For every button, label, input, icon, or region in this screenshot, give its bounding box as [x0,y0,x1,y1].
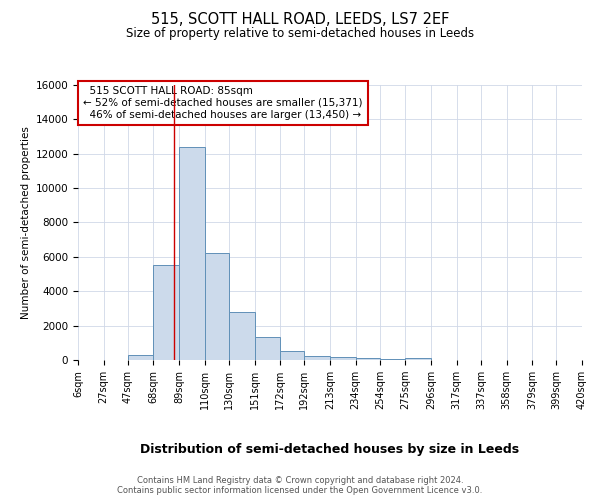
Bar [128,355,154,360]
Text: Distribution of semi-detached houses by size in Leeds: Distribution of semi-detached houses by … [140,442,520,456]
Bar [304,356,330,360]
Bar [179,147,205,360]
Bar [205,254,229,360]
Bar [380,358,406,360]
Bar [356,358,380,360]
Text: Contains HM Land Registry data © Crown copyright and database right 2024.
Contai: Contains HM Land Registry data © Crown c… [118,476,482,495]
Bar [229,312,254,360]
Bar [254,337,280,360]
Bar [330,358,356,360]
Bar [406,358,431,360]
Bar [280,350,304,360]
Y-axis label: Number of semi-detached properties: Number of semi-detached properties [22,126,31,319]
Text: Size of property relative to semi-detached houses in Leeds: Size of property relative to semi-detach… [126,28,474,40]
Text: 515, SCOTT HALL ROAD, LEEDS, LS7 2EF: 515, SCOTT HALL ROAD, LEEDS, LS7 2EF [151,12,449,28]
Bar [154,266,179,360]
Text: 515 SCOTT HALL ROAD: 85sqm
← 52% of semi-detached houses are smaller (15,371)
  : 515 SCOTT HALL ROAD: 85sqm ← 52% of semi… [83,86,362,120]
